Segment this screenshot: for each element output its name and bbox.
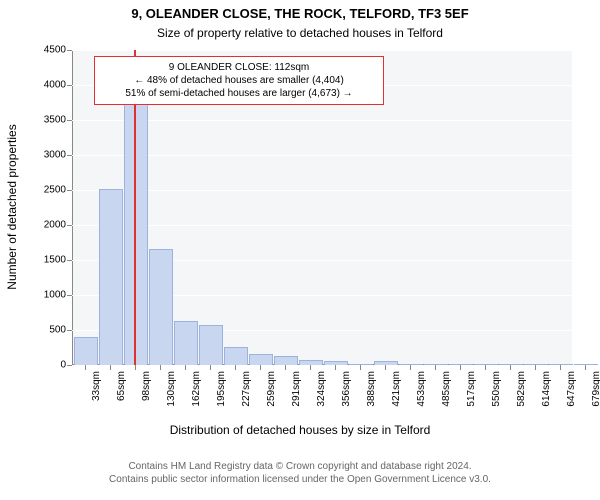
histogram-bar (374, 361, 398, 365)
x-tick-label: 130sqm (164, 371, 177, 407)
histogram-bar (499, 364, 523, 365)
histogram-bar (574, 364, 598, 365)
annotation-box: 9 OLEANDER CLOSE: 112sqm ← 48% of detach… (94, 56, 384, 105)
x-tick-label: 227sqm (239, 371, 252, 407)
histogram-bar (299, 360, 323, 365)
histogram-bar (524, 364, 548, 365)
x-tick-label: 98sqm (139, 371, 152, 401)
histogram-bar (399, 364, 423, 365)
histogram-bar (449, 364, 473, 365)
y-tick-label: 0 (60, 360, 72, 371)
histogram-bar (324, 361, 348, 365)
x-tick-label: 259sqm (264, 371, 277, 407)
x-tick-label: 453sqm (414, 371, 427, 407)
x-tick-label: 517sqm (464, 371, 477, 407)
histogram-bar (249, 354, 273, 366)
footnote-line-1: Contains HM Land Registry data © Crown c… (0, 460, 600, 473)
x-tick-label: 388sqm (364, 371, 377, 407)
histogram-bar (224, 347, 248, 366)
histogram-bar (199, 325, 223, 365)
x-tick-label: 291sqm (289, 371, 302, 407)
x-tick-label: 162sqm (189, 371, 202, 407)
y-tick-label: 1500 (44, 255, 72, 266)
annotation-line-1: 9 OLEANDER CLOSE: 112sqm (103, 61, 375, 74)
histogram-bar (424, 364, 448, 365)
y-tick-label: 2500 (44, 185, 72, 196)
y-axis-label: Number of detached properties (5, 57, 19, 357)
x-tick-label: 550sqm (489, 371, 502, 407)
x-tick-label: 485sqm (439, 371, 452, 407)
footnote: Contains HM Land Registry data © Crown c… (0, 460, 600, 486)
footnote-line-2: Contains public sector information licen… (0, 473, 600, 486)
histogram-bar (549, 364, 573, 365)
annotation-line-3: 51% of semi-detached houses are larger (… (103, 87, 375, 100)
gridline (72, 50, 572, 51)
histogram-bar (174, 321, 198, 365)
histogram-bar (274, 356, 298, 365)
y-tick-label: 3000 (44, 150, 72, 161)
x-tick-label: 356sqm (339, 371, 352, 407)
y-tick-label: 4000 (44, 80, 72, 91)
x-tick-label: 614sqm (539, 371, 552, 407)
x-tick-label: 582sqm (514, 371, 527, 407)
y-tick-label: 4500 (44, 45, 72, 56)
x-tick-label: 421sqm (389, 371, 402, 407)
x-tick-label: 33sqm (89, 371, 102, 401)
y-tick-label: 500 (49, 325, 72, 336)
chart-title-line1: 9, OLEANDER CLOSE, THE ROCK, TELFORD, TF… (0, 6, 600, 21)
histogram-bar (474, 364, 498, 365)
x-tick-label: 195sqm (214, 371, 227, 407)
y-tick-label: 1000 (44, 290, 72, 301)
histogram-bar (149, 249, 173, 366)
y-tick-label: 3500 (44, 115, 72, 126)
x-tick-label: 647sqm (564, 371, 577, 407)
histogram-bar (99, 189, 123, 365)
x-tick-label: 679sqm (589, 371, 600, 407)
annotation-line-2: ← 48% of detached houses are smaller (4,… (103, 74, 375, 87)
histogram-bar (349, 364, 373, 365)
chart-title-line2: Size of property relative to detached ho… (0, 26, 600, 40)
histogram-bar (124, 98, 148, 365)
x-axis-label: Distribution of detached houses by size … (0, 423, 600, 437)
histogram-bar (74, 337, 98, 365)
x-tick-label: 65sqm (114, 371, 127, 401)
y-tick-label: 2000 (44, 220, 72, 231)
gridline (72, 365, 572, 366)
x-tick-label: 324sqm (314, 371, 327, 407)
chart-container: 9, OLEANDER CLOSE, THE ROCK, TELFORD, TF… (0, 0, 600, 500)
